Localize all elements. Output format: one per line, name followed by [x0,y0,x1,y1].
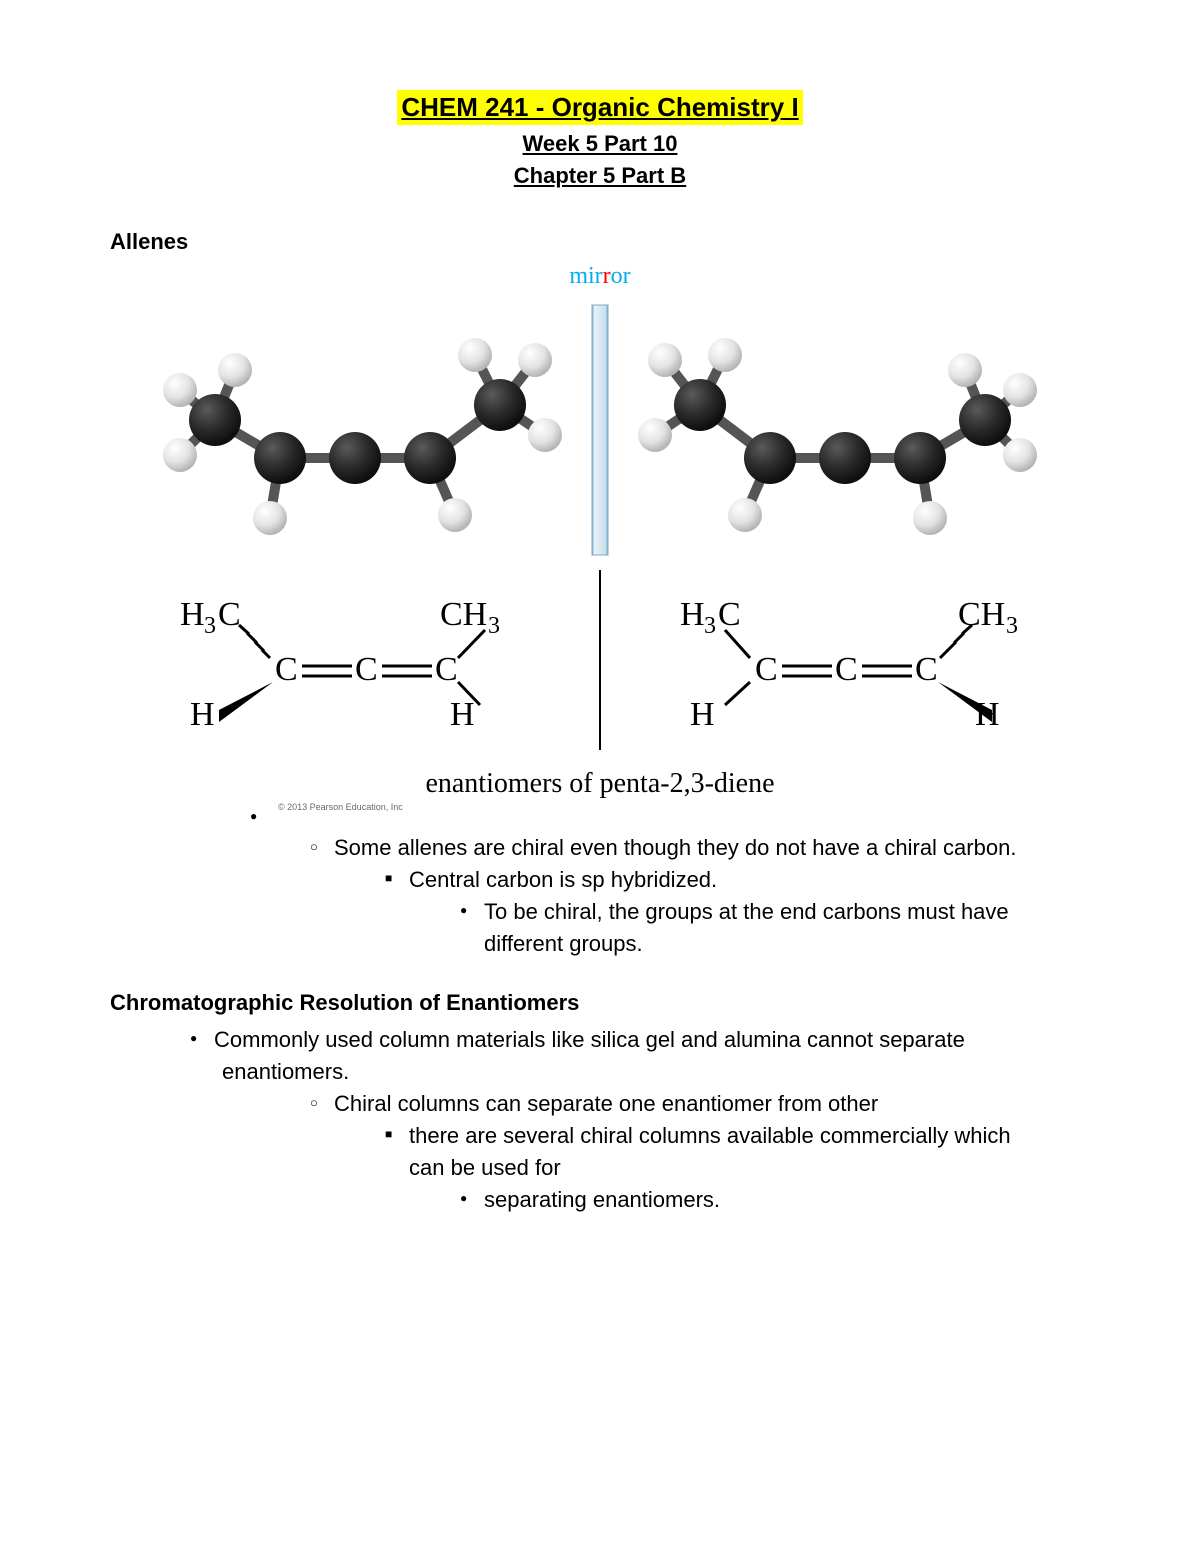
mirror-label-post: or [611,263,631,289]
mirror-label: mirror [110,263,1090,290]
svg-text:C: C [275,651,298,688]
bullet-chrom-2: Chiral columns can separate one enantiom… [310,1088,1090,1120]
allene-2d-structures: H 3 C CH 3 H H C C C [110,570,1090,760]
bullet-allenes-2: Central carbon is sp hybridized. [385,864,1090,896]
bullet-allenes-3: To be chiral, the groups at the end carb… [460,896,1090,960]
svg-text:C: C [218,596,241,633]
svg-text:C: C [718,596,741,633]
svg-text:3: 3 [488,613,500,639]
svg-text:3: 3 [704,613,716,639]
svg-text:H: H [190,696,215,733]
svg-text:H: H [450,696,475,733]
mirror-label-pre: mir [569,263,602,289]
bullet-allenes-1: Some allenes are chiral even though they… [310,832,1090,864]
svg-text:C: C [435,651,458,688]
svg-text:H: H [180,596,205,633]
svg-text:C: C [915,651,938,688]
section-allenes-heading: Allenes [110,229,1090,255]
enantiomer-caption: enantiomers of penta-2,3-diene [110,768,1090,800]
svg-text:CH: CH [958,596,1005,633]
figure-bullet-empty: © 2013 Pearson Education, Inc [250,802,1090,832]
week-line: Week 5 Part 10 [110,131,1090,157]
section-chromatography-heading: Chromatographic Resolution of Enantiomer… [110,990,1090,1016]
allene-3d-diagram [110,300,1090,560]
bullet-chrom-3b: can be used for [409,1152,1090,1184]
course-title: CHEM 241 - Organic Chemistry I [397,90,802,125]
document-header: CHEM 241 - Organic Chemistry I Week 5 Pa… [110,90,1090,189]
svg-text:CH: CH [440,596,487,633]
bullet-chrom-1b: enantiomers. [222,1056,1090,1088]
svg-text:H: H [690,696,715,733]
svg-text:3: 3 [1006,613,1018,639]
svg-text:C: C [755,651,778,688]
bullet-chrom-3a: there are several chiral columns availab… [385,1120,1090,1152]
svg-text:H: H [680,596,705,633]
svg-text:C: C [835,651,858,688]
figure-copyright: © 2013 Pearson Education, Inc [278,802,403,812]
svg-text:3: 3 [204,613,216,639]
bullet-chrom-4: separating enantiomers. [460,1184,1090,1216]
chapter-line: Chapter 5 Part B [110,163,1090,189]
bullet-chrom-1a: Commonly used column materials like sili… [190,1024,1090,1056]
svg-text:C: C [355,651,378,688]
mirror-label-r: r [603,263,611,289]
